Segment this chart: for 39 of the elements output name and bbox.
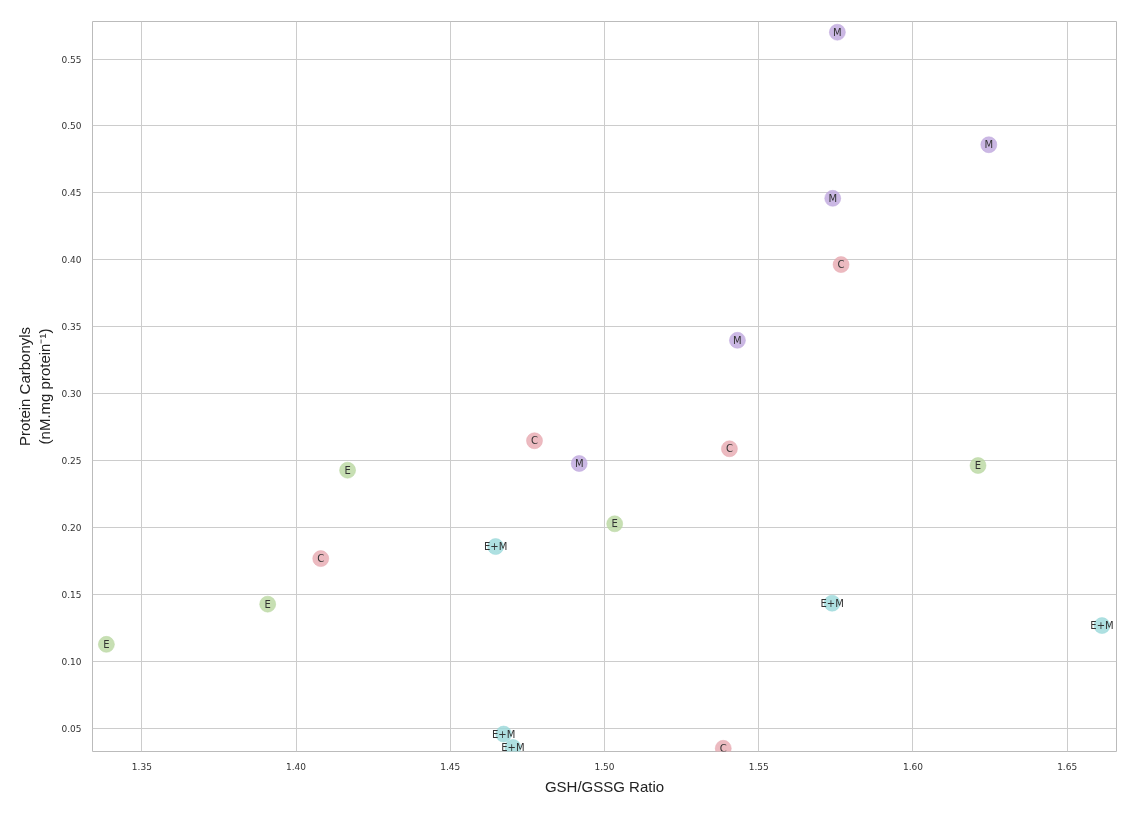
text: E+M — [483, 541, 508, 553]
y-tick-label: 0.10 — [61, 657, 82, 668]
series-label: M — [828, 192, 838, 204]
x-tick-label: 1.65 — [1057, 761, 1078, 772]
y-tick-label: 0.20 — [61, 523, 82, 534]
x-tick-label: 1.40 — [286, 761, 307, 772]
x-tick-label: 1.45 — [440, 761, 461, 772]
series-label: C — [530, 435, 538, 447]
x-tick-label: 1.35 — [131, 761, 152, 772]
text: C — [317, 553, 325, 565]
text: E — [344, 464, 351, 476]
y-tick-label: 0.50 — [61, 121, 82, 132]
y-tick-label: 0.35 — [61, 322, 82, 333]
x-axis-title: GSH/GSSG Ratio — [544, 777, 665, 795]
text: E+M — [491, 728, 516, 740]
text: C — [837, 259, 845, 271]
text: E+M — [820, 597, 844, 609]
text: E+M — [1090, 620, 1114, 632]
y-tick-label: 0.40 — [61, 255, 82, 266]
y-tick-label: 0.55 — [61, 54, 82, 65]
text: M — [733, 334, 742, 346]
text: M — [984, 139, 994, 151]
y-axis-title: Protein Carbonyls (nM.mg protein⁻¹) — [16, 326, 54, 447]
text: C — [725, 443, 733, 455]
series-label: E — [974, 460, 982, 472]
y-tick-label: 0.30 — [61, 389, 82, 400]
x-tick-label: 1.55 — [748, 761, 769, 772]
y-tick-label: 0.25 — [61, 456, 82, 467]
text: M — [833, 26, 842, 38]
text: M — [574, 458, 584, 470]
y-tick-label: 0.15 — [61, 590, 82, 601]
y-tick-label: 0.05 — [61, 724, 82, 735]
x-tick-label: 1.50 — [594, 761, 615, 772]
text: E — [103, 638, 110, 650]
series-label: E+M — [501, 741, 525, 753]
text: E — [264, 598, 271, 610]
y-tick-label: 0.45 — [61, 188, 82, 199]
text: E — [611, 518, 618, 530]
x-tick-label: 1.60 — [902, 761, 924, 772]
